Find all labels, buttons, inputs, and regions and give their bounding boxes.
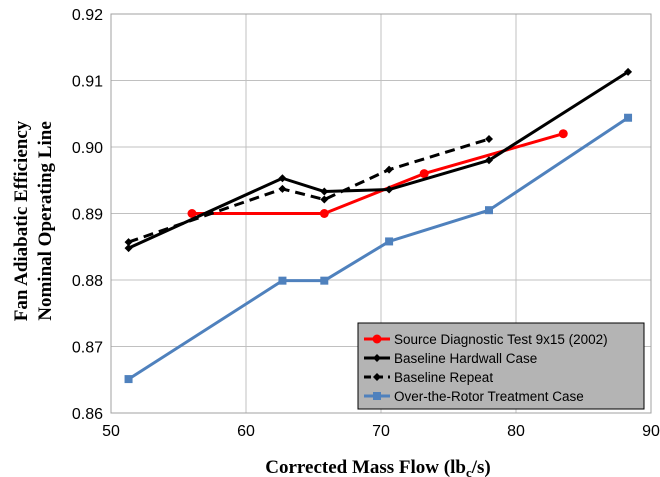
y-axis-title: Fan Adiabatic Efficiency Nominal Operati… <box>11 120 56 321</box>
data-point <box>419 169 429 179</box>
y-tick-label: 0.89 <box>72 207 103 224</box>
x-tick-label: 70 <box>372 423 390 440</box>
legend: Source Diagnostic Test 9x15 (2002) Baseli… <box>357 322 645 410</box>
data-point <box>558 129 568 139</box>
data-point <box>278 174 287 183</box>
legend-item: Baseline Hardwall Case <box>364 351 537 366</box>
x-tick-label: 80 <box>507 423 525 440</box>
x-tick-label: 50 <box>102 423 120 440</box>
y-tick-label: 0.88 <box>72 273 103 290</box>
series-over-the-rotor-treatment-case <box>124 113 633 384</box>
series-baseline-hardwall-case <box>124 67 633 253</box>
series-layer <box>124 67 633 384</box>
x-tick-label: 90 <box>642 423 660 440</box>
legend-box <box>357 322 645 410</box>
series-line <box>127 116 629 381</box>
legend-label: Baseline Repeat <box>394 370 493 385</box>
legend-marker <box>373 392 381 400</box>
legend-label: Baseline Hardwall Case <box>394 351 537 366</box>
y-tick-label: 0.90 <box>72 140 103 157</box>
data-point <box>385 237 394 246</box>
legend-item: Over-the-Rotor Treatment Case <box>364 389 584 404</box>
data-point <box>124 244 133 253</box>
legend-marker <box>373 354 381 362</box>
legend-item: Baseline Repeat <box>364 370 493 385</box>
legend-marker <box>373 373 381 381</box>
y-tick-label: 0.91 <box>72 74 103 91</box>
data-point <box>485 135 493 144</box>
data-point <box>320 276 329 285</box>
x-tick-label: 60 <box>237 423 255 440</box>
data-point <box>485 156 493 165</box>
series-line <box>128 137 490 244</box>
data-point <box>278 184 287 193</box>
data-point <box>385 185 394 194</box>
legend-label: Over-the-Rotor Treatment Case <box>394 389 584 404</box>
data-point <box>278 276 287 285</box>
plot-area <box>110 13 652 414</box>
grid-lines <box>110 13 652 414</box>
series-baseline-repeat <box>124 135 493 247</box>
data-point <box>485 206 493 215</box>
series-source-diagnostic-test-9x15-2002 <box>187 129 568 218</box>
x-axis-title: Corrected Mass Flow (lbc/s) <box>265 457 490 477</box>
y-axis-title-line-2: Nominal Operating Line <box>35 121 56 321</box>
data-point <box>124 238 133 247</box>
legend-label: Source Diagnostic Test 9x15 (2002) <box>394 332 608 347</box>
data-point <box>624 67 633 76</box>
data-point <box>624 113 633 122</box>
data-point <box>320 187 329 196</box>
y-tick-label: 0.86 <box>72 406 103 423</box>
data-point <box>319 209 329 218</box>
legend-item: Source Diagnostic Test 9x15 (2002) <box>364 332 608 347</box>
series-line <box>127 70 629 250</box>
data-point <box>385 165 394 174</box>
y-axis-title-line-1: Fan Adiabatic Efficiency <box>11 120 32 321</box>
data-point <box>187 209 197 218</box>
data-point <box>320 195 329 204</box>
legend-marker <box>372 334 382 344</box>
tick-labels: 0.86 0.87 0.88 0.89 0.90 0.91 0.92 50 60 70 80 90 <box>72 7 660 440</box>
series-line <box>192 132 564 215</box>
y-tick-label: 0.87 <box>72 340 103 357</box>
data-point <box>124 375 133 384</box>
y-tick-label: 0.92 <box>72 7 103 24</box>
